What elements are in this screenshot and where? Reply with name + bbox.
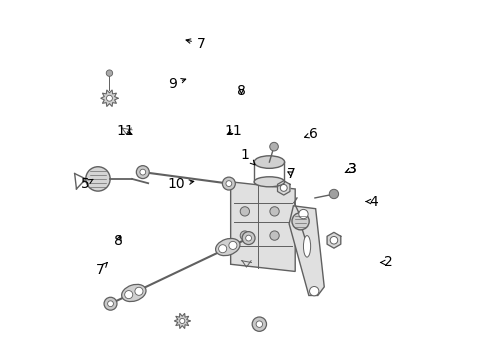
Circle shape xyxy=(219,245,227,253)
Text: 4: 4 xyxy=(366,194,378,208)
Text: 2: 2 xyxy=(381,256,393,270)
Circle shape xyxy=(240,207,249,216)
Circle shape xyxy=(104,297,117,310)
Circle shape xyxy=(86,167,110,191)
Circle shape xyxy=(136,166,149,179)
Circle shape xyxy=(124,291,133,299)
Text: 11: 11 xyxy=(116,123,134,138)
Circle shape xyxy=(292,213,309,230)
Circle shape xyxy=(245,235,251,241)
Circle shape xyxy=(329,189,339,199)
Circle shape xyxy=(222,177,235,190)
Circle shape xyxy=(310,287,319,296)
Text: 8: 8 xyxy=(114,234,123,248)
Circle shape xyxy=(108,301,113,307)
Circle shape xyxy=(135,287,143,295)
Text: 3: 3 xyxy=(345,162,357,176)
Circle shape xyxy=(280,184,287,191)
Polygon shape xyxy=(101,90,118,107)
Polygon shape xyxy=(231,182,295,271)
Ellipse shape xyxy=(254,156,285,168)
Polygon shape xyxy=(289,206,324,296)
Circle shape xyxy=(226,181,232,186)
Circle shape xyxy=(256,321,263,327)
Ellipse shape xyxy=(303,235,311,257)
Ellipse shape xyxy=(122,284,146,302)
Circle shape xyxy=(242,231,255,244)
Circle shape xyxy=(270,207,279,216)
Circle shape xyxy=(140,169,146,175)
Text: 3: 3 xyxy=(345,162,357,176)
Circle shape xyxy=(330,237,338,244)
Polygon shape xyxy=(327,232,341,248)
Circle shape xyxy=(106,70,113,76)
Text: 10: 10 xyxy=(167,177,194,191)
Circle shape xyxy=(252,317,267,331)
Text: 8: 8 xyxy=(237,84,246,98)
Circle shape xyxy=(299,210,308,219)
Text: 6: 6 xyxy=(305,127,318,141)
Circle shape xyxy=(270,231,279,240)
Circle shape xyxy=(270,142,278,151)
Text: 5: 5 xyxy=(81,177,93,190)
Text: 11: 11 xyxy=(224,123,243,138)
Text: 1: 1 xyxy=(241,148,255,165)
Circle shape xyxy=(106,95,112,101)
Circle shape xyxy=(180,318,185,324)
Text: 7: 7 xyxy=(96,262,107,277)
Ellipse shape xyxy=(216,238,240,256)
Circle shape xyxy=(240,231,249,240)
Ellipse shape xyxy=(254,177,285,187)
Text: 7: 7 xyxy=(186,37,206,51)
Text: 9: 9 xyxy=(168,77,186,91)
Polygon shape xyxy=(174,314,190,328)
Circle shape xyxy=(229,241,237,249)
Text: 7: 7 xyxy=(287,167,295,181)
Polygon shape xyxy=(277,181,290,195)
